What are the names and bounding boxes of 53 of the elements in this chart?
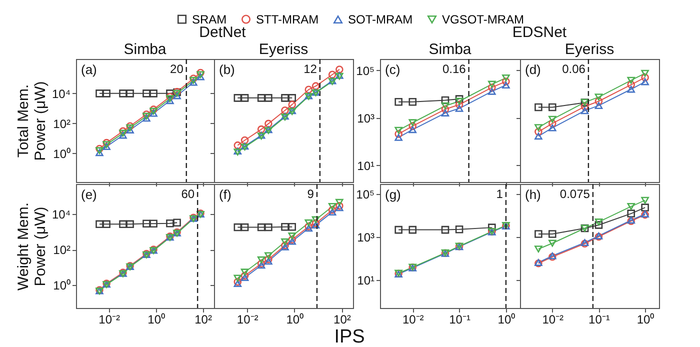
ref-line-label: 0.06	[562, 62, 586, 76]
text: EDSNet	[512, 24, 567, 41]
ref-line-label: 60	[181, 187, 195, 201]
annotation: (c)	[385, 62, 400, 77]
ref-line-label: 20	[170, 62, 184, 76]
text: DetNet	[199, 24, 246, 41]
ref-line-label: 1	[496, 187, 504, 201]
legend-label: STT-MRAM	[256, 12, 319, 26]
annotation: (g)	[385, 187, 401, 202]
x-tick-label: 10⁻²	[542, 312, 564, 326]
y-tick-label: 10²	[53, 116, 71, 131]
annotation: (e)	[81, 187, 97, 202]
y-tick-label: 10³	[357, 230, 375, 245]
y-tick-label: 10⁴	[52, 208, 70, 222]
x-tick-label: 10⁰	[148, 312, 165, 326]
chart-title: Simba	[124, 41, 167, 58]
x-tick-label: 10⁻²	[402, 312, 424, 326]
x-tick-label: 10²	[194, 312, 212, 326]
legend-label: VGSOT-MRAM	[442, 12, 524, 26]
ref-line-label: 0.075	[560, 187, 590, 201]
x-tick-label: 10⁻²	[236, 312, 258, 326]
x-tick-label: 10⁻¹	[588, 312, 610, 326]
ref-line-label: 12	[304, 62, 318, 76]
ref-line-label: 0.16	[442, 62, 466, 76]
chart-title: Eyeriss	[564, 41, 614, 58]
legend-label: SOT-MRAM	[348, 12, 413, 26]
annotation: (f)	[219, 187, 232, 202]
y-tick-label: 10³	[357, 111, 375, 126]
x-tick-label: 10⁻¹	[449, 312, 470, 326]
x-tick-label: 10⁻²	[98, 312, 120, 326]
y-tick-label: 10²	[53, 243, 71, 258]
y-tick-label: 10⁵	[356, 188, 375, 202]
annotation: (d)	[525, 62, 541, 77]
annotation: (b)	[219, 62, 235, 77]
x-tick-label: 10²	[334, 312, 351, 326]
y-tick-label: 10¹	[357, 274, 375, 288]
annotation: (h)	[525, 187, 541, 202]
y-tick-label: 10⁵	[356, 64, 375, 78]
legend-label: SRAM	[192, 12, 227, 26]
x-tick-label: 10⁰	[286, 312, 304, 326]
y-tick-label: 10⁴	[52, 86, 70, 101]
chart-title: Simba	[428, 41, 472, 58]
x-tick-label: 10⁰	[636, 312, 654, 326]
y-tick-label: 10⁰	[53, 278, 70, 292]
chart-title: Eyeriss	[258, 41, 308, 58]
y-tick-label: 10⁰	[53, 146, 70, 161]
y-tick-label: 10¹	[357, 158, 375, 173]
ref-line-label: 9	[307, 187, 314, 201]
y-axis-title: Weight Mem. Power (μW)	[14, 202, 49, 291]
x-tick-label: 10⁰	[498, 312, 516, 326]
annotation: (a)	[81, 62, 97, 77]
x-axis-title: IPS	[334, 326, 365, 347]
y-axis-title: Total Mem. Power (μW)	[14, 81, 49, 161]
